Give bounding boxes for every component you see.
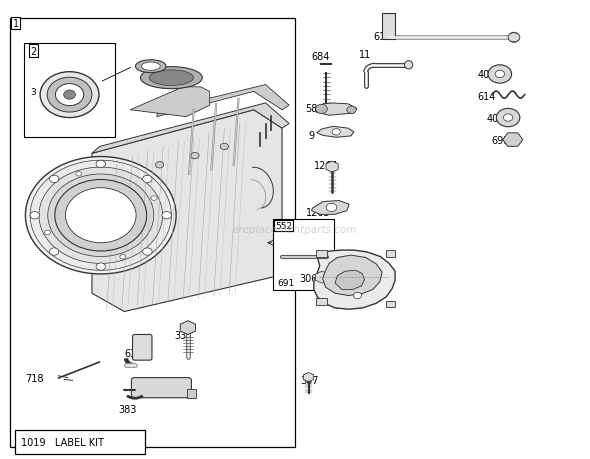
Text: 584: 584 [306, 104, 324, 114]
Circle shape [496, 109, 520, 128]
FancyBboxPatch shape [133, 335, 152, 360]
Polygon shape [314, 251, 395, 309]
Bar [382, 14, 395, 39]
Text: 337: 337 [174, 330, 193, 341]
Text: 691: 691 [491, 135, 509, 145]
Text: 404: 404 [477, 70, 496, 80]
Polygon shape [130, 88, 209, 118]
Polygon shape [312, 201, 349, 215]
Ellipse shape [149, 71, 194, 86]
Circle shape [40, 73, 99, 118]
Ellipse shape [142, 63, 160, 71]
Text: 1264: 1264 [314, 161, 339, 170]
Text: 635: 635 [124, 348, 143, 358]
Circle shape [353, 293, 362, 299]
Polygon shape [335, 271, 365, 290]
Bar [386, 251, 395, 257]
Text: 1: 1 [12, 19, 19, 29]
Text: 11: 11 [359, 50, 371, 60]
Circle shape [25, 157, 176, 274]
Circle shape [326, 204, 337, 212]
Text: 383: 383 [119, 404, 137, 414]
Text: 1263: 1263 [306, 207, 330, 217]
Polygon shape [157, 85, 289, 118]
Circle shape [143, 176, 152, 183]
Circle shape [151, 196, 157, 201]
Text: 691: 691 [277, 278, 294, 287]
Ellipse shape [405, 62, 413, 70]
Circle shape [495, 71, 504, 78]
Polygon shape [92, 111, 282, 312]
Polygon shape [92, 104, 289, 154]
Circle shape [64, 91, 76, 100]
Bar [316, 251, 327, 257]
Bar [273, 219, 335, 291]
Polygon shape [315, 104, 357, 116]
Circle shape [191, 153, 199, 159]
Polygon shape [317, 127, 354, 138]
Text: 306: 306 [300, 274, 318, 284]
Circle shape [48, 174, 154, 257]
Text: 307: 307 [300, 375, 319, 386]
Bar [24, 44, 116, 138]
Ellipse shape [140, 67, 202, 90]
Circle shape [488, 66, 512, 84]
Circle shape [120, 255, 126, 259]
Circle shape [65, 188, 136, 243]
Polygon shape [323, 256, 382, 296]
Circle shape [47, 78, 92, 113]
Circle shape [76, 172, 81, 177]
Circle shape [332, 129, 340, 136]
Circle shape [347, 107, 356, 114]
Circle shape [143, 248, 152, 256]
Circle shape [30, 161, 171, 271]
Circle shape [156, 162, 164, 168]
Text: 1019   LABEL KIT: 1019 LABEL KIT [21, 437, 104, 447]
Text: 3: 3 [30, 88, 36, 97]
FancyBboxPatch shape [132, 378, 191, 398]
Circle shape [162, 212, 171, 219]
Circle shape [316, 105, 327, 114]
Circle shape [39, 168, 163, 264]
Bar [386, 301, 395, 307]
Text: 614: 614 [477, 92, 496, 102]
Circle shape [96, 161, 106, 168]
Circle shape [508, 34, 520, 43]
Circle shape [55, 180, 147, 252]
Circle shape [55, 84, 84, 106]
Circle shape [96, 263, 106, 271]
Text: 404: 404 [486, 113, 504, 123]
Circle shape [220, 144, 228, 151]
Circle shape [50, 176, 59, 183]
Circle shape [44, 230, 50, 235]
Ellipse shape [136, 61, 166, 73]
Bar [316, 299, 327, 305]
Text: 9: 9 [309, 130, 314, 140]
Text: 2: 2 [30, 46, 37, 56]
Text: ereplacementparts.com: ereplacementparts.com [232, 224, 358, 235]
Circle shape [50, 248, 59, 256]
Circle shape [30, 212, 40, 219]
Bar [15, 430, 145, 454]
Text: 552: 552 [275, 221, 292, 230]
Text: 718: 718 [25, 373, 44, 383]
Ellipse shape [509, 33, 519, 43]
Text: 616: 616 [373, 32, 392, 42]
Bar [9, 19, 295, 447]
Text: 684: 684 [311, 51, 329, 62]
Bar [186, 389, 195, 398]
Circle shape [503, 115, 513, 122]
